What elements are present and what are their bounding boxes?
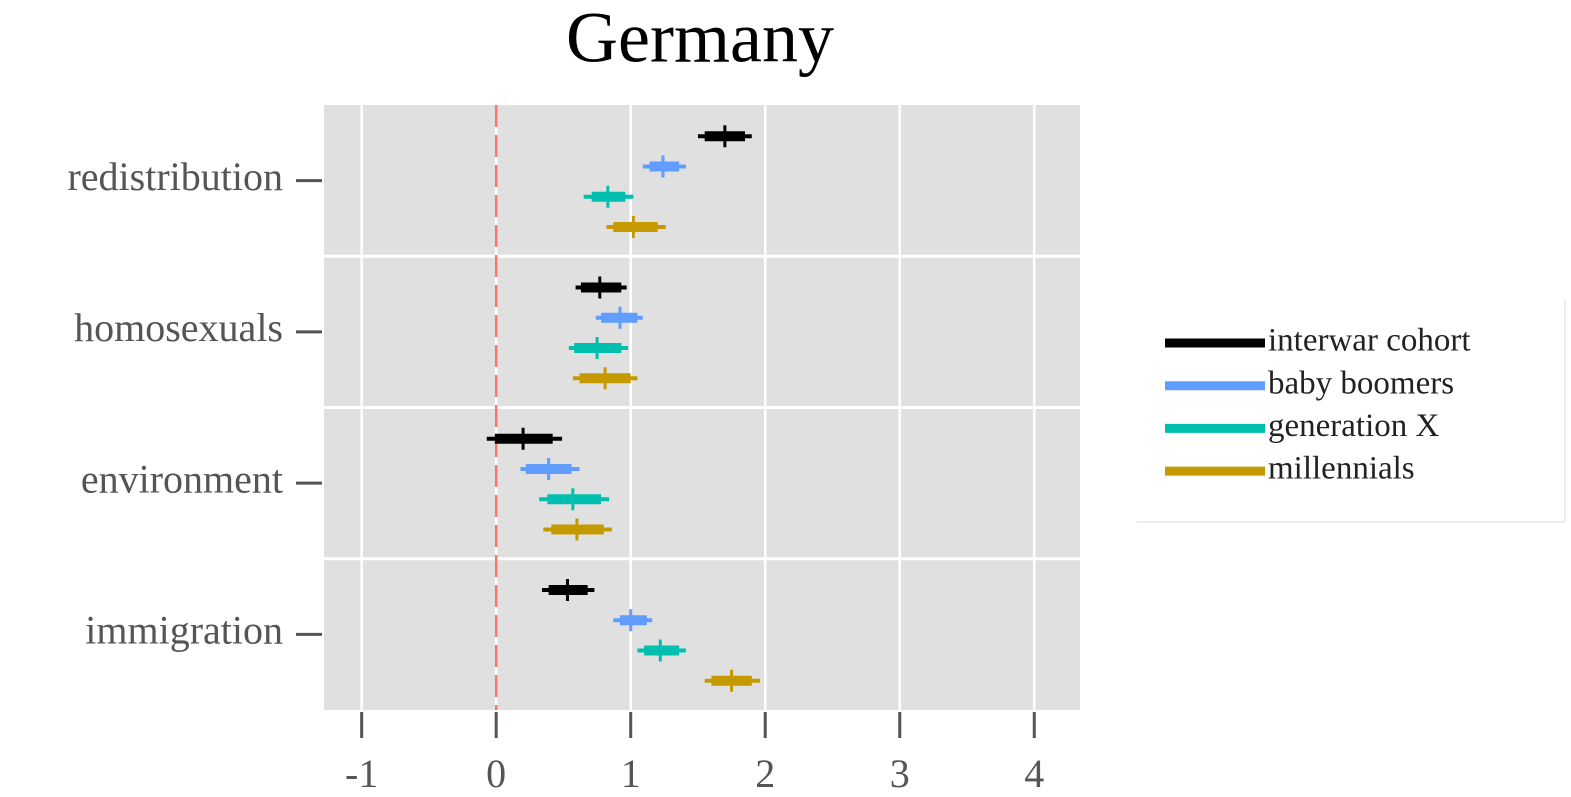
x-tick-label: 1 [621, 751, 641, 796]
legend-label: baby boomers [1268, 365, 1454, 401]
y-tick-label: redistribution [67, 154, 283, 199]
x-tick-label: -1 [345, 751, 378, 796]
chart-title: Germany [566, 0, 834, 78]
legend-label: millennials [1268, 451, 1415, 487]
legend-label: generation X [1268, 408, 1440, 444]
y-tick-label: immigration [85, 608, 283, 653]
x-tick-label: 3 [890, 751, 910, 796]
y-tick-label: homosexuals [74, 305, 283, 350]
y-tick-label: environment [81, 456, 283, 501]
legend-label: interwar cohort [1268, 323, 1471, 359]
x-tick-label: 0 [486, 751, 506, 796]
x-tick-label: 2 [755, 751, 775, 796]
x-tick-label: 4 [1024, 751, 1044, 796]
